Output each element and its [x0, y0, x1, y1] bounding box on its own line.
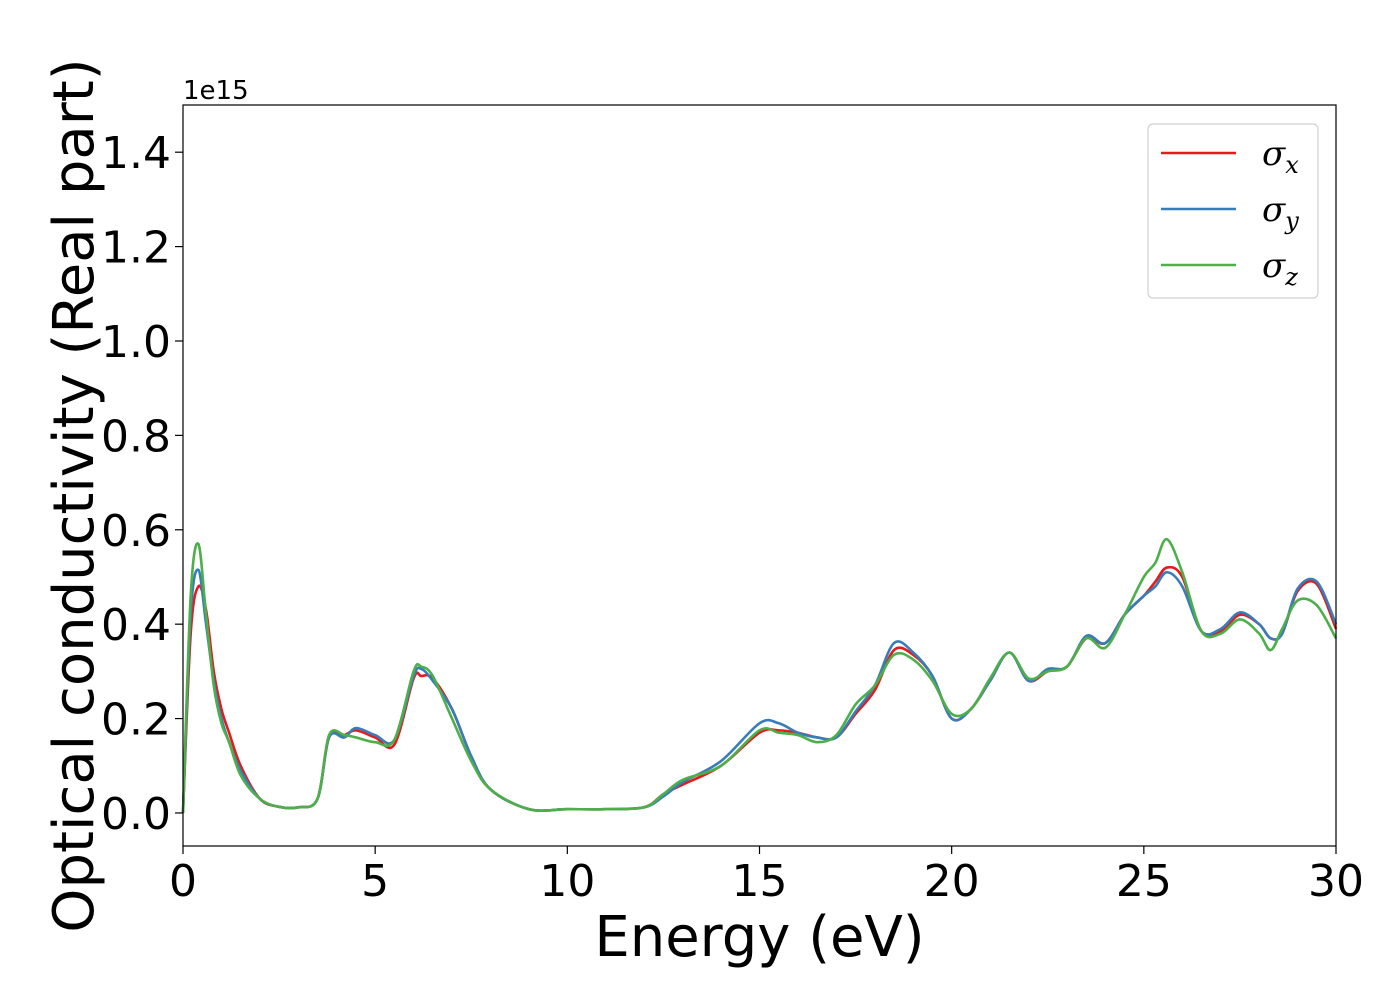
x-tick-label: 0 — [169, 856, 197, 907]
x-axis-label: Energy (eV) — [594, 905, 924, 970]
y-tick-label: 1.4 — [101, 128, 171, 179]
y-axis-label: Optical conductivity (Real part) — [42, 58, 107, 932]
y-axis-ticks: 0.0 0.2 0.4 0.6 0.8 1.0 1.2 1.4 — [101, 128, 183, 840]
x-tick-label: 30 — [1308, 856, 1364, 907]
x-axis-ticks: 0 5 10 15 20 25 30 — [169, 846, 1364, 907]
y-tick-label: 0.4 — [101, 600, 171, 651]
legend-label-y: σy — [1262, 190, 1299, 235]
legend-label-z: σz — [1262, 246, 1298, 291]
y-tick-label: 0.6 — [101, 506, 171, 557]
x-tick-label: 5 — [361, 856, 389, 907]
y-tick-label: 0.2 — [101, 695, 171, 746]
y-tick-label: 0.0 — [101, 789, 171, 840]
legend: σx σy σz — [1147, 123, 1319, 299]
x-tick-label: 10 — [539, 856, 595, 907]
y-tick-label: 0.8 — [101, 411, 171, 462]
x-tick-label: 15 — [732, 856, 788, 907]
series-line-z — [181, 537, 1338, 814]
series-line-y — [181, 568, 1338, 814]
series-line-x — [181, 565, 1338, 814]
legend-box — [1147, 123, 1319, 299]
legend-label-x: σx — [1262, 134, 1299, 179]
x-tick-label: 25 — [1116, 856, 1172, 907]
y-tick-label: 1.0 — [101, 317, 171, 368]
x-tick-label: 20 — [924, 856, 980, 907]
series-layer — [181, 537, 1338, 814]
y-axis-offset-text: 1e15 — [183, 76, 249, 106]
y-tick-label: 1.2 — [101, 223, 171, 274]
